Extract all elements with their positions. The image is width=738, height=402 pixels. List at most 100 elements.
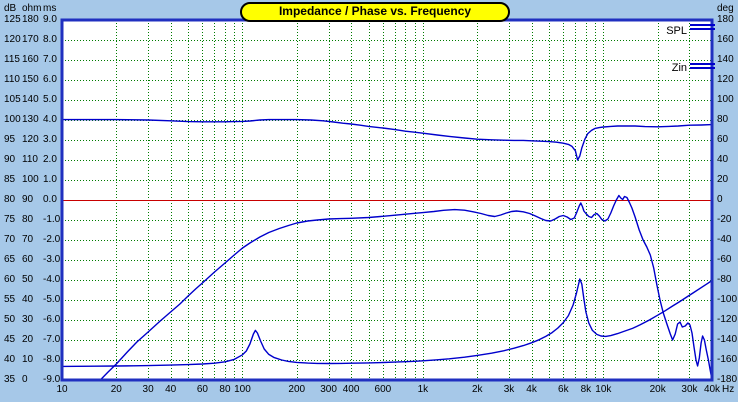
- right-axis-tick-label: 20: [717, 174, 729, 185]
- left-axis-row-label: 55: [4, 294, 16, 305]
- left-axis-row-label: 60: [22, 254, 34, 265]
- right-axis-tick-label: 80: [717, 114, 729, 125]
- left-axis-row-label: 75: [4, 214, 16, 225]
- left-axis-row-label: 35: [4, 374, 16, 385]
- right-axis-tick-label: 180: [717, 14, 734, 25]
- legend-line-icon: [690, 24, 715, 26]
- right-axis-tick-label: -120: [717, 314, 738, 325]
- left-axis-row-label: 120: [4, 34, 21, 45]
- left-axis-row-label: 5.0: [43, 94, 57, 105]
- x-axis-tick-label: 20: [110, 384, 122, 395]
- left-axis-row-label: 60: [4, 274, 16, 285]
- left-axis-row-label: 7.0: [43, 54, 57, 65]
- left-axis-row-label: 105: [4, 94, 21, 105]
- x-axis-tick-label: 30k: [681, 384, 698, 395]
- x-axis-tick-label: 30: [142, 384, 154, 395]
- left-axis-row-label: 120: [22, 134, 39, 145]
- left-axis-row-label: 0.0: [43, 194, 57, 205]
- x-axis-tick-label: 400: [342, 384, 360, 395]
- right-axis-tick-label: -80: [717, 274, 732, 285]
- curve-spl-magnitude: [62, 118, 713, 161]
- right-axis-tick-label: -60: [717, 254, 732, 265]
- left-axis-row-label: 100: [4, 114, 21, 125]
- legend-label-zin: Zin: [671, 62, 687, 74]
- left-axis-row-label: 85: [4, 174, 16, 185]
- right-axis-tick-label: 60: [717, 134, 729, 145]
- left-axis-row-label: 170: [22, 34, 39, 45]
- left-axis-row-label: 110: [22, 154, 38, 165]
- legend-swatch-spl: [690, 24, 715, 32]
- left-axis-row-label: 125: [4, 14, 21, 25]
- legend-line-icon: [690, 28, 715, 30]
- left-axis-row-label: -8.0: [43, 354, 61, 365]
- x-axis-tick-label: 40k: [703, 384, 721, 395]
- x-axis-tick-label: 100: [234, 384, 251, 395]
- x-axis-tick-label: 4k: [526, 384, 537, 395]
- curve-zin-magnitude: [61, 278, 713, 368]
- left-axis-row-label: 70: [22, 234, 34, 245]
- x-axis-tick-label: 300: [320, 384, 337, 395]
- right-axis-tick-label: -180: [717, 374, 738, 385]
- left-axis-row-label: 40: [4, 354, 16, 365]
- x-axis-tick-label: 40: [165, 384, 177, 395]
- x-axis-tick-label: 600: [374, 384, 392, 395]
- left-axis-row-label: 2.0: [43, 154, 57, 165]
- left-axis-row-label: 100: [22, 174, 39, 185]
- left-axis-row-label: 80: [4, 194, 16, 205]
- left-axis-row-label: -6.0: [43, 314, 61, 325]
- left-axis-header-ohm: ohm: [22, 3, 42, 14]
- legend-swatch-zin: [690, 63, 715, 71]
- left-axis-header-db: dB: [4, 3, 17, 14]
- x-axis-tick-label: 60: [196, 384, 208, 395]
- x-axis-tick-label: 1k: [417, 384, 429, 395]
- left-axis-row-label: 80: [22, 214, 34, 225]
- x-axis-unit-label: Hz: [722, 384, 735, 395]
- right-axis-tick-label: -100: [717, 294, 738, 305]
- left-axis-row-label: 115: [4, 54, 20, 65]
- x-axis-tick-label: 10k: [595, 384, 612, 395]
- left-axis-row-label: 6.0: [43, 74, 57, 85]
- legend-label-spl: SPL: [666, 25, 687, 37]
- left-axis-row-label: 110: [4, 74, 20, 85]
- left-axis-row-label: 40: [22, 294, 34, 305]
- left-axis-row-label: 50: [22, 274, 34, 285]
- x-axis-tick-label: 3k: [503, 384, 515, 395]
- left-axis-row-label: 45: [4, 334, 16, 345]
- right-axis-tick-label: 120: [717, 74, 734, 85]
- left-axis-row-label: 95: [4, 134, 16, 145]
- right-axis-tick-label: 140: [717, 54, 734, 65]
- left-axis-row-label: 140: [22, 94, 39, 105]
- left-axis-row-label: 160: [22, 54, 39, 65]
- left-axis-row-label: 3.0: [43, 134, 57, 145]
- left-axis-row-label: 150: [22, 74, 39, 85]
- left-axis-row-label: -3.0: [43, 254, 61, 265]
- left-axis-row-label: 9.0: [43, 14, 57, 25]
- left-axis-row-label: 20: [22, 334, 34, 345]
- right-axis-tick-label: -20: [717, 214, 732, 225]
- right-axis-tick-label: 40: [717, 154, 729, 165]
- left-axis-row-label: 130: [22, 114, 39, 125]
- x-axis-tick-label: 10: [56, 384, 68, 395]
- left-axis-row-label: -7.0: [43, 334, 61, 345]
- curve-spl-phase: [99, 194, 713, 381]
- left-axis-row-label: -5.0: [43, 294, 61, 305]
- legend-line-icon: [690, 63, 715, 65]
- left-axis-header-ms: ms: [43, 3, 57, 14]
- left-axis-row-label: 90: [22, 194, 34, 205]
- left-axis-row-label: -4.0: [43, 274, 61, 285]
- x-axis-tick-label: 8k: [580, 384, 592, 395]
- x-axis-tick-label: 20k: [649, 384, 666, 395]
- x-axis-tick-label: 2k: [471, 384, 483, 395]
- right-axis-tick-label: 160: [717, 34, 734, 45]
- left-axis-row-label: 0: [22, 374, 28, 385]
- x-axis-tick-label: 80: [219, 384, 231, 395]
- left-axis-row-label: -1.0: [43, 214, 61, 225]
- chart-title: Impedance / Phase vs. Frequency: [240, 2, 510, 22]
- left-axis-row-label: -2.0: [43, 234, 61, 245]
- legend-line-icon: [690, 67, 715, 69]
- left-axis-row-label: 70: [4, 234, 16, 245]
- left-axis-row-label: 50: [4, 314, 16, 325]
- right-axis-tick-label: 0: [717, 194, 723, 205]
